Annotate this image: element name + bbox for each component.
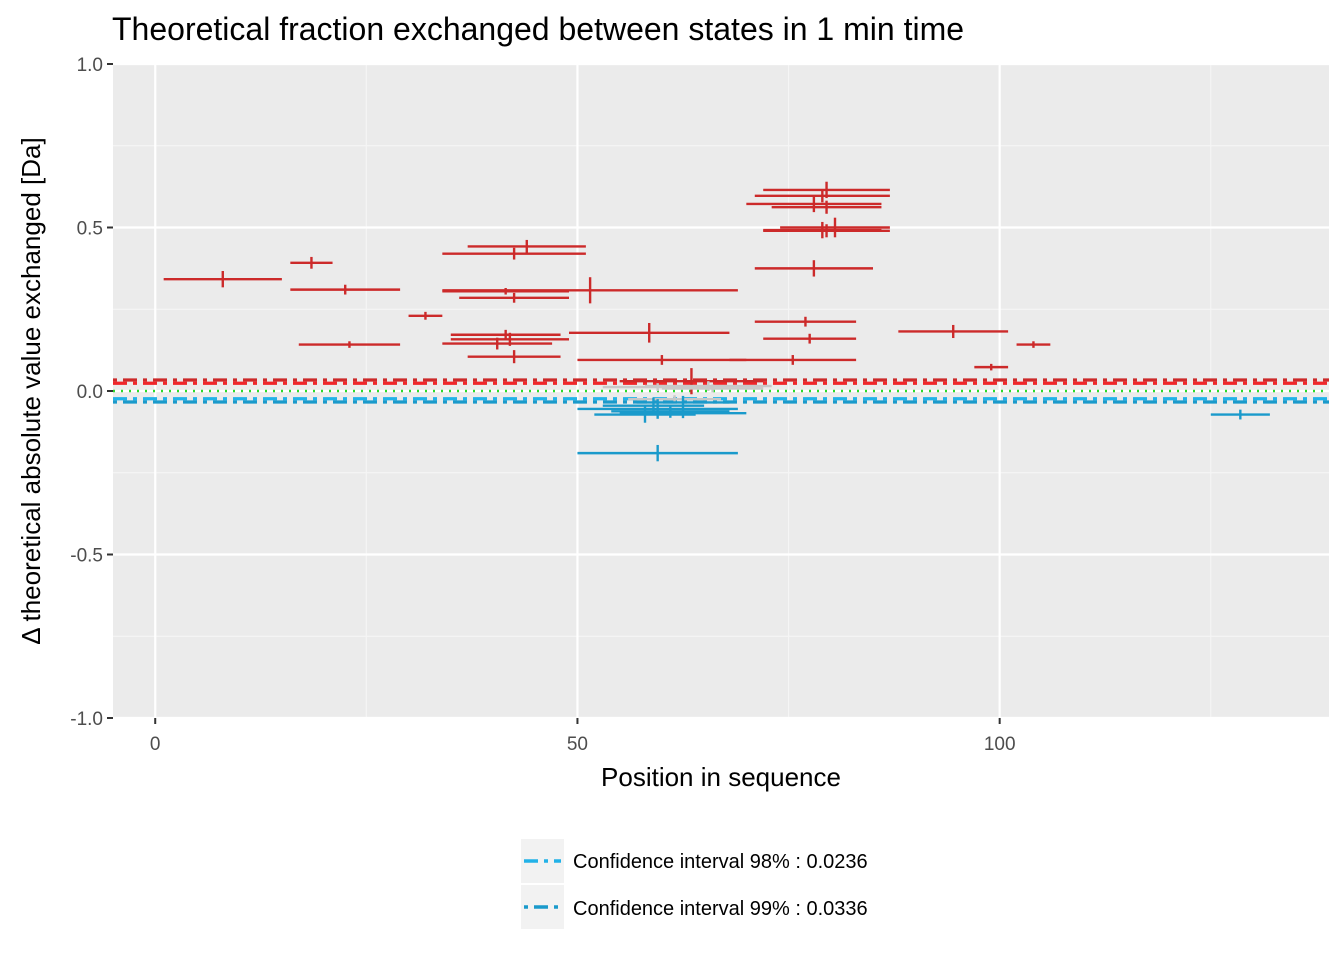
y-tick-label: 1.0 <box>77 55 103 76</box>
y-tick-label: 0.0 <box>77 382 103 403</box>
grid-major <box>113 62 1329 720</box>
y-axis-title: Δ theoretical absolute value exchanged [… <box>16 137 46 644</box>
x-axis-title: Position in sequence <box>601 762 841 792</box>
peptide-marks <box>163 181 1270 462</box>
y-tick-label: 0.5 <box>77 219 103 240</box>
chart-title: Theoretical fraction exchanged between s… <box>112 11 964 47</box>
y-tick-label: -1.0 <box>70 709 103 730</box>
x-tick-label: 50 <box>567 734 588 755</box>
legend-label-99: Confidence interval 99% : 0.0336 <box>573 898 868 920</box>
x-tick-label: 100 <box>984 734 1016 755</box>
x-tick-label: 0 <box>150 734 161 755</box>
y-tick-label: -0.5 <box>70 546 103 567</box>
axes: -1.0 -0.5 0.0 0.5 1.0 0 50 100 <box>70 55 1015 755</box>
legend: Confidence interval 98% : 0.0236 Confide… <box>521 839 868 929</box>
legend-label-98: Confidence interval 98% : 0.0236 <box>573 851 868 873</box>
